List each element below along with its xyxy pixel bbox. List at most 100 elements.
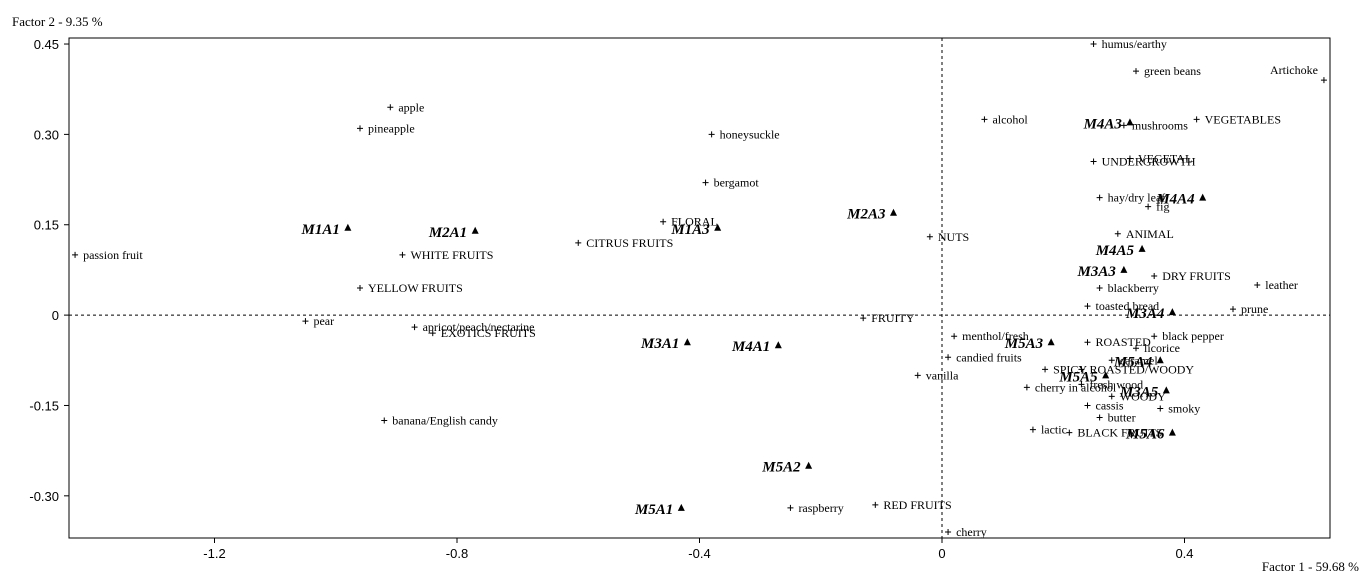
descriptor-marker (1078, 366, 1085, 373)
sample-marker (1168, 308, 1176, 316)
descriptor-label: banana/English candy (392, 414, 498, 428)
descriptor-label: passion fruit (83, 248, 143, 262)
sample-marker (1047, 338, 1055, 346)
descriptor-label: lactic (1041, 423, 1067, 437)
descriptor-label: alcohol (992, 112, 1028, 126)
descriptor-marker (357, 125, 363, 132)
sample-label: M3A4 (1125, 306, 1165, 322)
sample-label: M4A3 (1083, 116, 1123, 132)
sample-marker (1168, 428, 1176, 436)
descriptor-marker (708, 131, 715, 138)
descriptor-marker (872, 501, 879, 508)
descriptor-marker (1254, 281, 1261, 288)
descriptor-marker (1066, 429, 1073, 436)
sample-marker (1126, 118, 1134, 126)
descriptor-marker (429, 330, 436, 337)
descriptor-marker (1108, 357, 1115, 364)
descriptor-marker (1114, 230, 1121, 237)
descriptor-label: prune (1241, 302, 1268, 316)
descriptor-marker (981, 116, 988, 123)
descriptor-label: FLORAL (671, 215, 718, 229)
x-tick-label: 0.4 (1175, 546, 1193, 561)
descriptor-label: blackberry (1108, 281, 1159, 295)
descriptor-marker (945, 528, 952, 535)
descriptor-marker (1078, 381, 1085, 388)
sample-marker (471, 226, 479, 234)
descriptor-label: fig (1156, 200, 1169, 214)
descriptor-label: mushrooms (1132, 118, 1188, 132)
descriptor-label: butter (1108, 411, 1136, 425)
descriptor-marker (387, 104, 394, 111)
descriptor-label: DRY FRUITS (1162, 269, 1231, 283)
descriptor-label: ANIMAL (1126, 227, 1174, 241)
x-axis-title: Factor 1 - 59.68 % (1262, 559, 1359, 574)
descriptor-label: ROASTED (1096, 335, 1152, 349)
descriptor-label: hay/dry leaf (1108, 191, 1166, 205)
descriptor-label: vanilla (926, 368, 959, 382)
x-tick-label: -0.8 (446, 546, 468, 561)
descriptor-marker (926, 233, 933, 240)
descriptor-marker (381, 417, 388, 424)
descriptor-marker (357, 285, 363, 291)
descriptor-marker (914, 372, 921, 379)
descriptor-label: SPICY (1053, 362, 1087, 376)
sample-label: M3A3 (1077, 264, 1117, 280)
descriptor-label: WHITE FRUITS (410, 248, 493, 262)
descriptor-label: smoky (1168, 401, 1200, 415)
descriptor-label: CITRUS FRUITS (586, 236, 673, 250)
descriptor-label: licorice (1144, 341, 1180, 355)
descriptor-marker (1151, 272, 1158, 279)
sample-marker (683, 338, 691, 346)
x-tick-label: -0.4 (688, 546, 710, 561)
sample-label: M5A3 (1004, 336, 1044, 352)
y-tick-label: 0.45 (34, 37, 59, 52)
sample-label: M4A4 (1155, 192, 1195, 208)
descriptor-marker (1133, 68, 1139, 75)
sample-label: M1A3 (670, 222, 710, 238)
descriptor-label: humus/earthy (1102, 37, 1167, 51)
descriptor-marker (1133, 345, 1139, 352)
descriptor-label: FRUITY (871, 311, 915, 325)
sample-label: M5A2 (761, 460, 801, 476)
sample-marker (1138, 244, 1146, 252)
descriptor-label: cherry (956, 525, 987, 539)
descriptor-marker (1096, 285, 1103, 291)
descriptor-marker (660, 218, 667, 225)
sample-label: M1A1 (301, 222, 340, 238)
descriptor-label: leather (1265, 278, 1298, 292)
descriptor-label: apple (398, 100, 424, 114)
descriptor-label: apricot/peach/nectarine (423, 320, 535, 334)
sample-marker (890, 208, 897, 216)
descriptor-marker (1084, 303, 1091, 310)
sample-label: M2A3 (846, 207, 886, 223)
descriptor-marker (1108, 393, 1115, 400)
y-tick-label: 0 (52, 308, 59, 323)
descriptor-marker (1320, 77, 1327, 84)
descriptor-label: NUTS (938, 230, 969, 244)
descriptor-label: cassis (1096, 398, 1124, 412)
descriptor-marker (399, 251, 406, 258)
sample-label: M4A1 (731, 339, 770, 355)
descriptor-label: pear (313, 314, 334, 328)
descriptor-marker (1029, 426, 1036, 433)
y-tick-label: -0.15 (29, 398, 59, 413)
descriptor-marker (302, 318, 309, 325)
descriptor-marker (1193, 116, 1200, 123)
sample-label: M5A6 (1125, 427, 1165, 443)
descriptor-marker (1230, 306, 1236, 313)
descriptor-marker (1042, 366, 1049, 373)
descriptor-label: YELLOW FRUITS (368, 281, 463, 295)
descriptor-marker (702, 179, 709, 186)
sample-label: M5A4 (1113, 354, 1153, 370)
sample-marker (1199, 193, 1207, 201)
descriptor-label: VEGETAL (1138, 151, 1192, 165)
sample-label: M3A1 (640, 336, 679, 352)
descriptor-marker (951, 333, 958, 340)
descriptor-label: toasted bread (1096, 299, 1160, 313)
sample-label: M4A5 (1095, 243, 1135, 259)
plot-area: -1.2 -0.8 -0.4 0 0.4 0.45 0.30 0.15 0 -0.15 -0.30 M… (29, 37, 1331, 561)
descriptor-label: WOODY (1120, 389, 1166, 403)
descriptor-marker (575, 239, 582, 246)
sample-marker (1156, 356, 1164, 364)
sample-marker (714, 223, 722, 231)
